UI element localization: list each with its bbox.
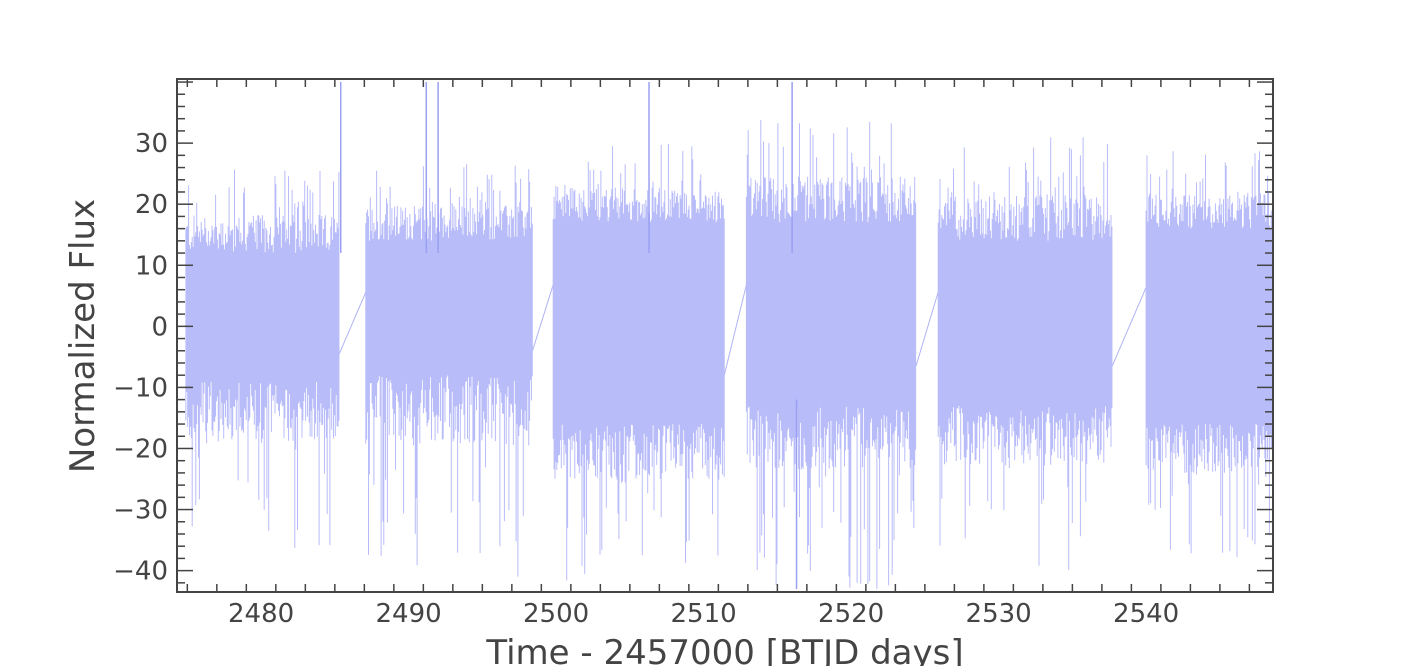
y-tick-label: 20	[135, 190, 168, 220]
gap-connector-line	[338, 291, 367, 355]
y-axis-label: Normalized Flux	[63, 199, 103, 473]
gap-connector-line	[532, 284, 554, 351]
x-tick-label: 2530	[966, 599, 1032, 629]
y-tick-label: 10	[135, 251, 168, 281]
flux-segment-trace	[745, 120, 917, 589]
flux-segment-trace	[552, 144, 725, 581]
x-axis-ticks: 2480 2490 2500 2510 2520 2530 2540	[186, 79, 1251, 629]
flux-segment-trace	[365, 164, 533, 577]
y-tick-label: −30	[113, 496, 168, 526]
x-tick-label: 2490	[376, 599, 442, 629]
flux-segment-trace	[1145, 151, 1273, 558]
gap-connector-line	[915, 291, 939, 367]
flux-segment-trace	[185, 169, 340, 548]
flux-segment-trace	[937, 137, 1113, 570]
y-tick-label: 30	[135, 129, 168, 159]
gap-connector-line	[1111, 287, 1147, 367]
x-tick-label: 2540	[1113, 599, 1179, 629]
gap-connector-line	[723, 284, 747, 376]
y-tick-label: −20	[113, 434, 168, 464]
y-axis-ticks: −40 −30 −20 −10 0 10 20 30	[113, 81, 1273, 587]
y-tick-label: −40	[113, 557, 168, 587]
plot-frame	[176, 78, 1274, 593]
x-axis-label: Time - 2457000 [BTJD days]	[485, 633, 963, 666]
x-tick-label: 2520	[818, 599, 884, 629]
x-tick-label: 2500	[523, 599, 589, 629]
flux-series	[185, 82, 1273, 589]
x-tick-label: 2510	[671, 599, 737, 629]
y-tick-label: −10	[113, 373, 168, 403]
x-tick-label: 2480	[228, 599, 294, 629]
y-tick-label: 0	[151, 312, 168, 342]
